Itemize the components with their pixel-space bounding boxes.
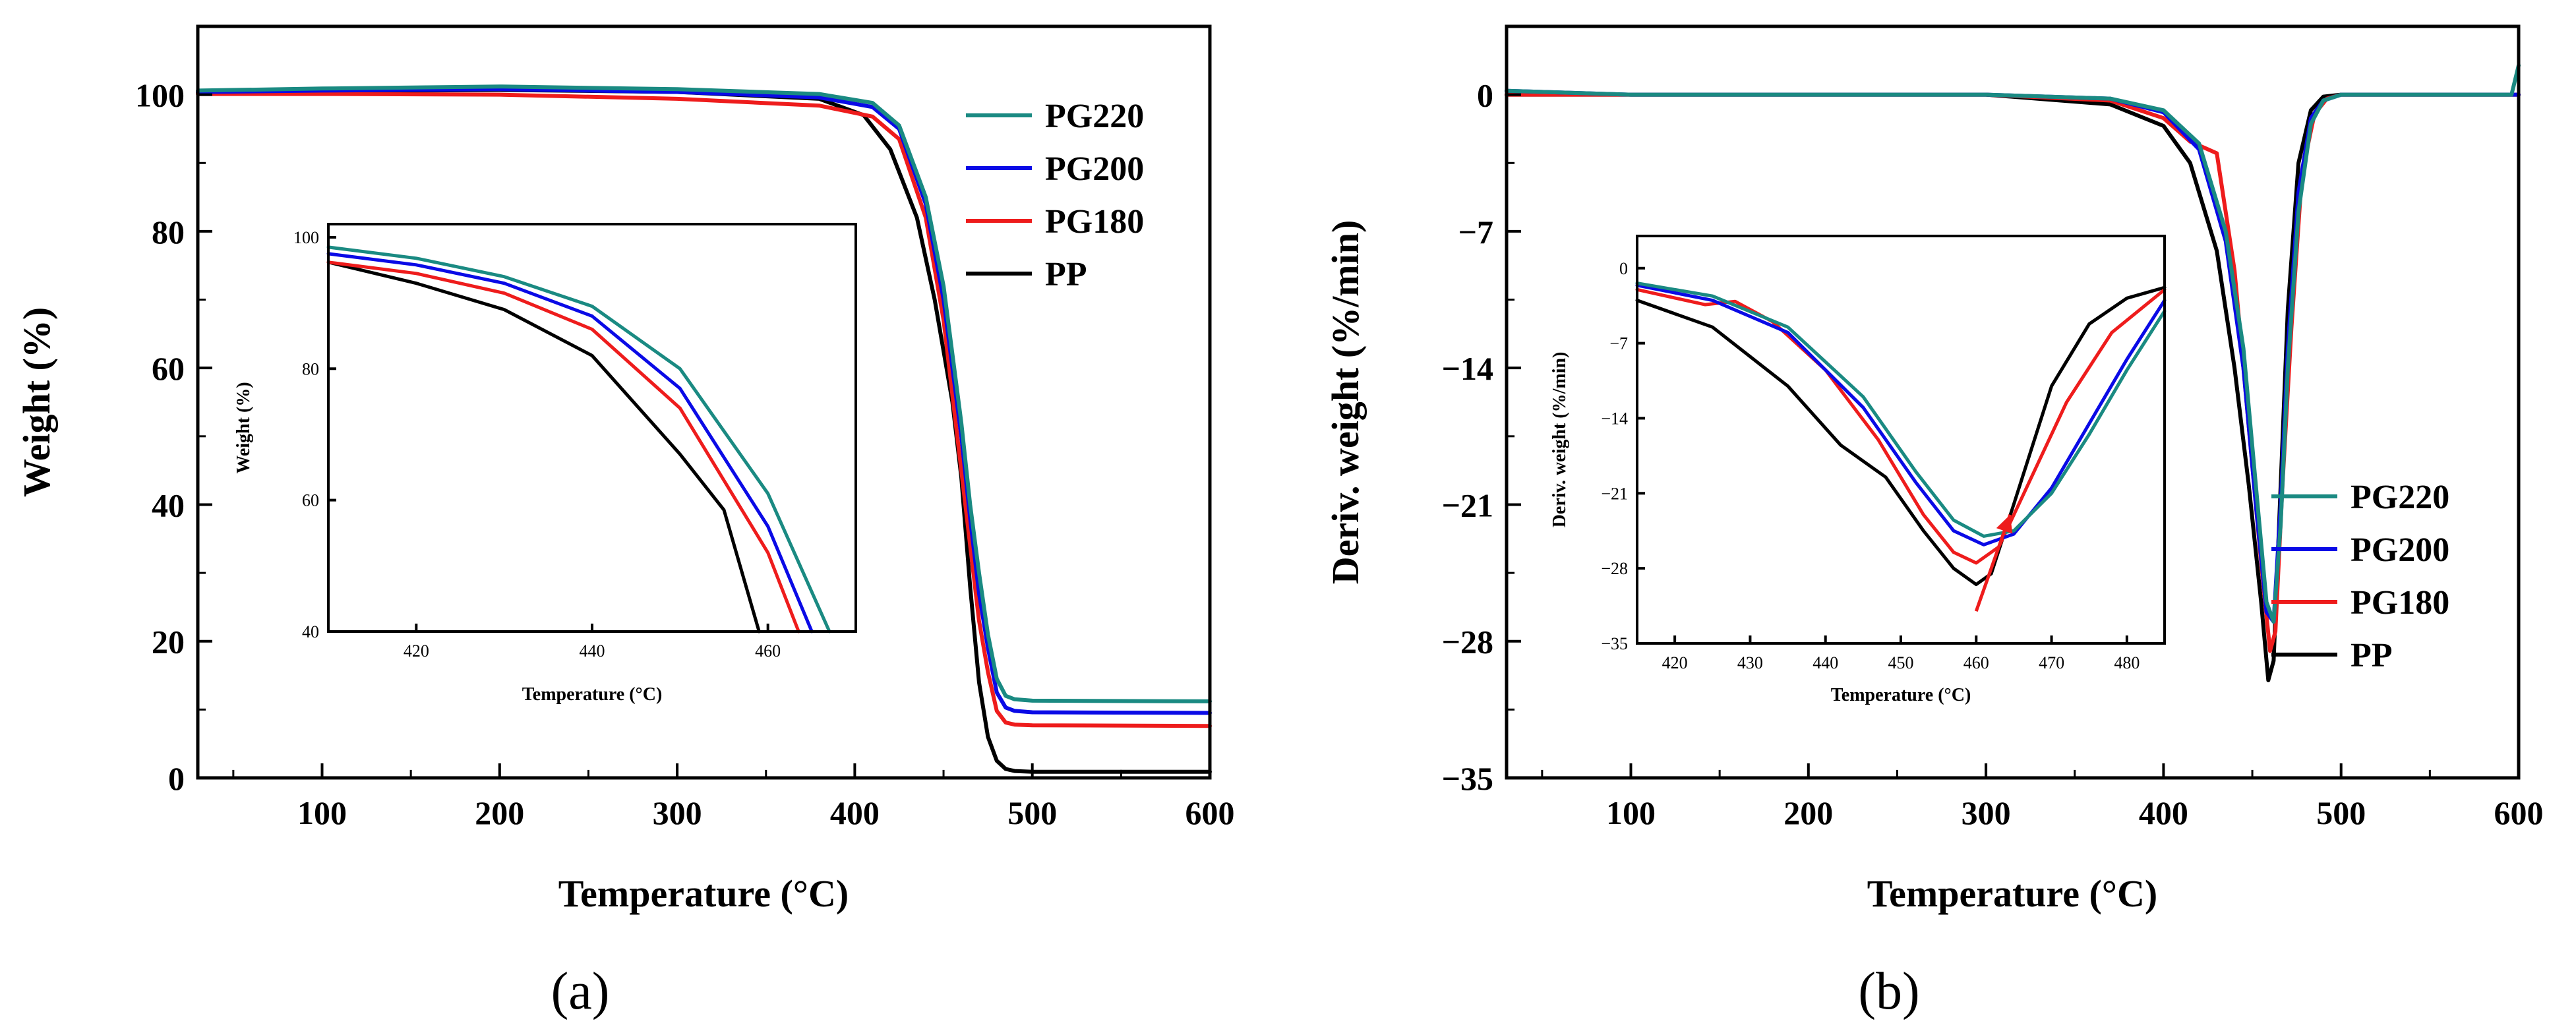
panel-a-inset-y-tick-label: 80 bbox=[302, 359, 319, 378]
panel-b-inset-arrow bbox=[1974, 514, 2013, 612]
panel-b-inset-series-pg220 bbox=[1635, 281, 2167, 538]
panel-a-x-tick-label: 500 bbox=[1007, 794, 1057, 831]
panel-a-inset-y-tick-label: 100 bbox=[293, 228, 319, 247]
panel-a-plot-frame bbox=[196, 24, 1212, 780]
panel-b-inset-y-axis-title: Deriv. weight (%/min) bbox=[1549, 352, 1570, 528]
panel-b-y-tick-label: −35 bbox=[1442, 760, 1494, 797]
panel-b-y-tick-label: −14 bbox=[1442, 350, 1494, 387]
panel-b-y-tick-label: −21 bbox=[1442, 486, 1494, 523]
panel-b-inset-x-tick-label: 430 bbox=[1737, 653, 1763, 672]
panel-b-y-tick-label: −7 bbox=[1458, 214, 1494, 250]
panel-a-inset-series-pp bbox=[326, 260, 761, 633]
panel-a-y-tick-label: 40 bbox=[152, 486, 185, 523]
panel-b-dtg-chart: 100 200 300 400 500 600 0 −7 −14 −21 −28 −35 Tempe… bbox=[1324, 24, 2544, 1020]
panel-b-y-tick-label: −28 bbox=[1442, 624, 1494, 661]
panel-b-x-axis-title: Temperature (°C) bbox=[1867, 872, 2157, 915]
panel-b-inset-chart: 420 430 440 450 460 470 480 0 −7 −14 −21 −28 −35 Te… bbox=[1549, 235, 2167, 705]
panel-b-inset-x-tick-label: 480 bbox=[2114, 653, 2140, 672]
panel-a-legend: PG220 PG200 PG180 PP bbox=[966, 98, 1144, 293]
panel-a-inset-y-tick-label: 40 bbox=[302, 622, 319, 641]
panel-b-inset-y-tick-label: −14 bbox=[1601, 409, 1628, 428]
panel-a-x-tick-label: 600 bbox=[1185, 794, 1235, 831]
legend-label-pg200: PG200 bbox=[1045, 150, 1144, 188]
panel-a-inset-x-tick-label: 460 bbox=[755, 641, 781, 661]
panel-b-inset-series-pg200 bbox=[1635, 283, 2167, 546]
panel-b-label: (b) bbox=[1858, 962, 1919, 1020]
panel-a-x-axis-title: Temperature (°C) bbox=[558, 872, 849, 915]
panel-a-inset-y-tick-label: 60 bbox=[302, 491, 319, 510]
panel-b-legend: PG220 PG200 PG180 PP bbox=[2271, 479, 2449, 674]
legend-label-pg180: PG180 bbox=[1045, 203, 1144, 241]
panel-a-y-tick-label: 20 bbox=[152, 624, 185, 661]
panel-a-y-tick-label: 0 bbox=[168, 760, 185, 797]
panel-a-series-pg180 bbox=[196, 92, 1212, 728]
panel-a-y-tick-label: 80 bbox=[152, 214, 185, 250]
panel-b-inset-x-tick-label: 460 bbox=[1963, 653, 1989, 672]
panel-b-x-tick-label: 400 bbox=[2139, 794, 2188, 831]
panel-b-inset-series-pp bbox=[1635, 285, 2167, 587]
panel-a-series-group bbox=[196, 84, 1212, 774]
panel-a-inset-y-axis: 40 60 80 100 bbox=[293, 228, 336, 641]
panel-b-inset-x-tick-label: 420 bbox=[1662, 653, 1688, 672]
panel-b-inset-x-axis-title: Temperature (°C) bbox=[1831, 685, 1971, 705]
legend-label-pp: PP bbox=[2351, 637, 2393, 674]
panel-b-inset-y-axis: 0 −7 −14 −21 −28 −35 bbox=[1601, 259, 1645, 653]
panel-a-x-tick-label: 200 bbox=[475, 794, 524, 831]
panel-b-y-axis-title: Deriv. weight (%/min) bbox=[1324, 220, 1367, 585]
panel-a-inset-x-axis: 420 440 460 bbox=[404, 624, 781, 661]
legend-label-pg200: PG200 bbox=[2351, 531, 2449, 569]
panel-a-inset-series-pg180 bbox=[326, 260, 800, 633]
panel-b-plot-frame bbox=[1505, 24, 2521, 780]
panel-b-inset-x-axis: 420 430 440 450 460 470 480 bbox=[1662, 635, 2140, 672]
panel-a-y-axis-title: Weight (%) bbox=[15, 307, 58, 497]
panel-a-x-tick-label: 100 bbox=[297, 794, 347, 831]
panel-a-y-tick-label: 100 bbox=[135, 77, 185, 114]
panel-a-inset-series-pg200 bbox=[326, 252, 814, 633]
panel-a-inset-background bbox=[328, 224, 856, 632]
panel-a-y-axis: 0 20 40 60 80 100 bbox=[135, 77, 212, 797]
panel-b-inset-y-tick-label: −28 bbox=[1601, 559, 1628, 578]
panel-a-inset-series-pg220 bbox=[326, 245, 831, 633]
panel-a-label: (a) bbox=[551, 962, 610, 1020]
legend-label-pg180: PG180 bbox=[2351, 584, 2449, 622]
panel-b-x-tick-label: 100 bbox=[1606, 794, 1656, 831]
panel-a-inset-series-group bbox=[326, 245, 831, 633]
panel-b-x-axis: 100 200 300 400 500 600 bbox=[1541, 763, 2544, 831]
panel-b-inset-x-tick-label: 470 bbox=[2039, 653, 2064, 672]
panel-a-inset-x-tick-label: 420 bbox=[404, 641, 429, 661]
panel-b-y-tick-label: 0 bbox=[1477, 77, 1493, 114]
panel-b-inset-y-tick-label: 0 bbox=[1619, 259, 1628, 278]
panel-b-x-tick-label: 200 bbox=[1783, 794, 1833, 831]
panel-b-series-pg220 bbox=[1505, 63, 2521, 624]
panel-a-inset-x-axis-title: Temperature (°C) bbox=[522, 684, 663, 705]
panel-a-tga-chart: 100 200 300 400 500 600 0 20 40 60 80 100 Temperat… bbox=[15, 24, 1235, 1020]
panel-a-inset-y-axis-title: Weight (%) bbox=[233, 382, 254, 473]
legend-label-pg220: PG220 bbox=[1045, 98, 1144, 135]
panel-a-x-tick-label: 300 bbox=[653, 794, 702, 831]
panel-b-y-axis: 0 −7 −14 −21 −28 −35 bbox=[1442, 77, 1521, 797]
panel-a-inset-chart: 420 440 460 40 60 80 100 Temperature (°C) Wei… bbox=[233, 223, 857, 705]
panel-b-inset-y-tick-label: −21 bbox=[1601, 484, 1628, 503]
panel-a-x-tick-label: 400 bbox=[830, 794, 880, 831]
panel-b-x-tick-label: 500 bbox=[2316, 794, 2366, 831]
panel-b-inset-y-tick-label: −35 bbox=[1601, 634, 1628, 653]
panel-b-inset-y-tick-label: −7 bbox=[1609, 334, 1628, 353]
panel-a-inset-x-tick-label: 440 bbox=[580, 641, 605, 661]
legend-label-pp: PP bbox=[1045, 256, 1087, 293]
panel-b-x-tick-label: 600 bbox=[2494, 794, 2544, 831]
panel-b-inset-x-tick-label: 450 bbox=[1888, 653, 1914, 672]
legend-label-pg220: PG220 bbox=[2351, 479, 2449, 516]
panel-b-inset-x-tick-label: 440 bbox=[1812, 653, 1838, 672]
panel-b-series-group bbox=[1505, 63, 2521, 682]
panel-a-x-axis: 100 200 300 400 500 600 bbox=[232, 763, 1235, 831]
panel-b-series-pp bbox=[1505, 92, 2521, 682]
panel-b-inset-series-pg180 bbox=[1635, 287, 2167, 565]
panel-a-series-pg220 bbox=[196, 84, 1212, 703]
panel-b-inset-series-group bbox=[1635, 281, 2167, 587]
panel-b-x-tick-label: 300 bbox=[1962, 794, 2011, 831]
trend-arrow-head bbox=[1996, 514, 2013, 534]
panel-a-y-tick-label: 60 bbox=[152, 350, 185, 387]
